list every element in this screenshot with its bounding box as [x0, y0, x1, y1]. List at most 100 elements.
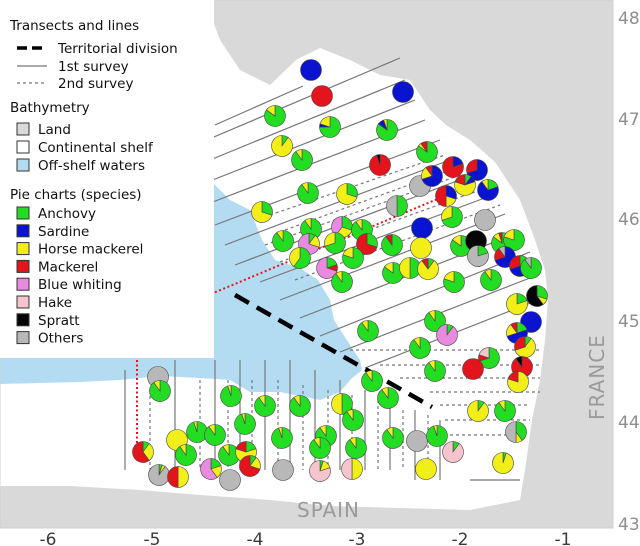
pie-slice — [222, 444, 230, 456]
species-pie — [381, 234, 403, 256]
pie-slice — [428, 310, 436, 322]
pie-slice — [484, 269, 492, 281]
legend-swatch-species — [16, 242, 30, 256]
lat-tick: 45 — [618, 312, 640, 332]
pie-slice — [498, 400, 506, 412]
species-pie — [331, 271, 353, 293]
species-pie — [361, 370, 383, 392]
legend-item-species: Mackerel — [38, 259, 98, 275]
pie-slice — [251, 201, 273, 223]
legend-swatch-species — [16, 259, 30, 273]
species-pie — [377, 387, 399, 409]
pie-slice — [498, 232, 503, 244]
pie-slice — [313, 437, 321, 449]
species-pie — [289, 247, 311, 269]
species-pie — [341, 458, 363, 480]
pie-slice — [477, 181, 499, 201]
species-pie — [410, 237, 432, 259]
species-pie — [324, 232, 346, 254]
pie-slice — [417, 260, 439, 280]
species-pie — [505, 421, 527, 443]
pie-slice — [524, 257, 532, 269]
pie-slice — [514, 338, 536, 358]
lat-tick: 46 — [618, 210, 640, 230]
pie-slice — [266, 105, 276, 117]
species-pie — [409, 337, 431, 359]
species-pie — [478, 347, 500, 369]
species-pie — [316, 257, 338, 279]
species-pie — [435, 185, 457, 207]
pie-slice — [278, 427, 283, 439]
pie-slice — [239, 455, 261, 477]
species-pie — [462, 358, 484, 380]
pie-slice — [383, 119, 388, 131]
species-pie — [357, 320, 379, 342]
species-pie — [467, 245, 489, 267]
species-pie — [291, 149, 313, 171]
pie-slice — [425, 165, 433, 177]
transect-line — [264, 174, 461, 246]
pie-slice — [515, 421, 527, 441]
species-pie — [507, 371, 529, 393]
pie-slice — [148, 464, 170, 486]
pie-slice — [399, 257, 411, 279]
species-pie — [443, 271, 465, 293]
species-pie — [480, 269, 502, 291]
transect-line — [269, 154, 446, 216]
legend-swatch-species — [16, 295, 30, 309]
pie-slice — [153, 380, 161, 392]
legend-item-land: Land — [38, 122, 71, 138]
transect-line — [279, 213, 506, 301]
pie-slice — [415, 458, 437, 480]
legend-item-species: Sardine — [38, 224, 89, 240]
legend-item-shelf: Continental shelf — [38, 140, 154, 156]
lon-tick: -5 — [144, 530, 161, 546]
pie-slice — [384, 262, 394, 274]
pie-slice — [349, 437, 357, 449]
pie-slice — [351, 458, 363, 480]
transect-line — [199, 99, 416, 186]
legend-item-species: Others — [38, 331, 83, 347]
species-pie — [506, 293, 528, 315]
species-pie — [421, 165, 443, 187]
species-pie — [342, 247, 364, 269]
species-pie — [239, 455, 261, 477]
pie-slice — [466, 159, 478, 174]
pie-slice — [441, 206, 453, 221]
pie-slice — [428, 360, 436, 372]
pie-slice — [506, 293, 528, 315]
species-pie — [442, 156, 464, 178]
species-pie — [149, 380, 171, 402]
legend-swatch-species — [16, 224, 30, 238]
species-pie — [186, 421, 208, 443]
species-pie — [342, 409, 364, 431]
pie-slice — [179, 444, 187, 456]
legend: Transects and lines Territorial division… — [0, 0, 214, 358]
pie-slice — [293, 395, 301, 407]
country-label-spain: SPAIN — [297, 498, 360, 522]
species-pie — [376, 119, 398, 141]
pie-slice — [505, 421, 517, 443]
legend-title-bathymetry: Bathymetry — [10, 100, 90, 116]
pie-slice — [342, 247, 354, 259]
legend-item-2nd-survey: 2nd survey — [58, 76, 133, 92]
species-pie — [416, 141, 438, 163]
pie-slice — [478, 347, 490, 359]
species-pie — [297, 182, 319, 204]
pie-slice — [386, 427, 394, 439]
pie-slice — [385, 234, 393, 246]
transect-line — [209, 79, 406, 161]
pie-slice — [324, 232, 336, 247]
legend-swatch-species — [16, 277, 30, 291]
species-pie — [477, 179, 499, 201]
species-pie — [492, 452, 514, 474]
species-pie — [289, 395, 311, 417]
species-pie — [392, 81, 414, 103]
legend-title-transects: Transects and lines — [9, 18, 139, 34]
pie-slice — [498, 246, 506, 258]
species-pie — [271, 135, 293, 157]
species-pie — [204, 424, 226, 446]
species-pie — [264, 105, 286, 127]
